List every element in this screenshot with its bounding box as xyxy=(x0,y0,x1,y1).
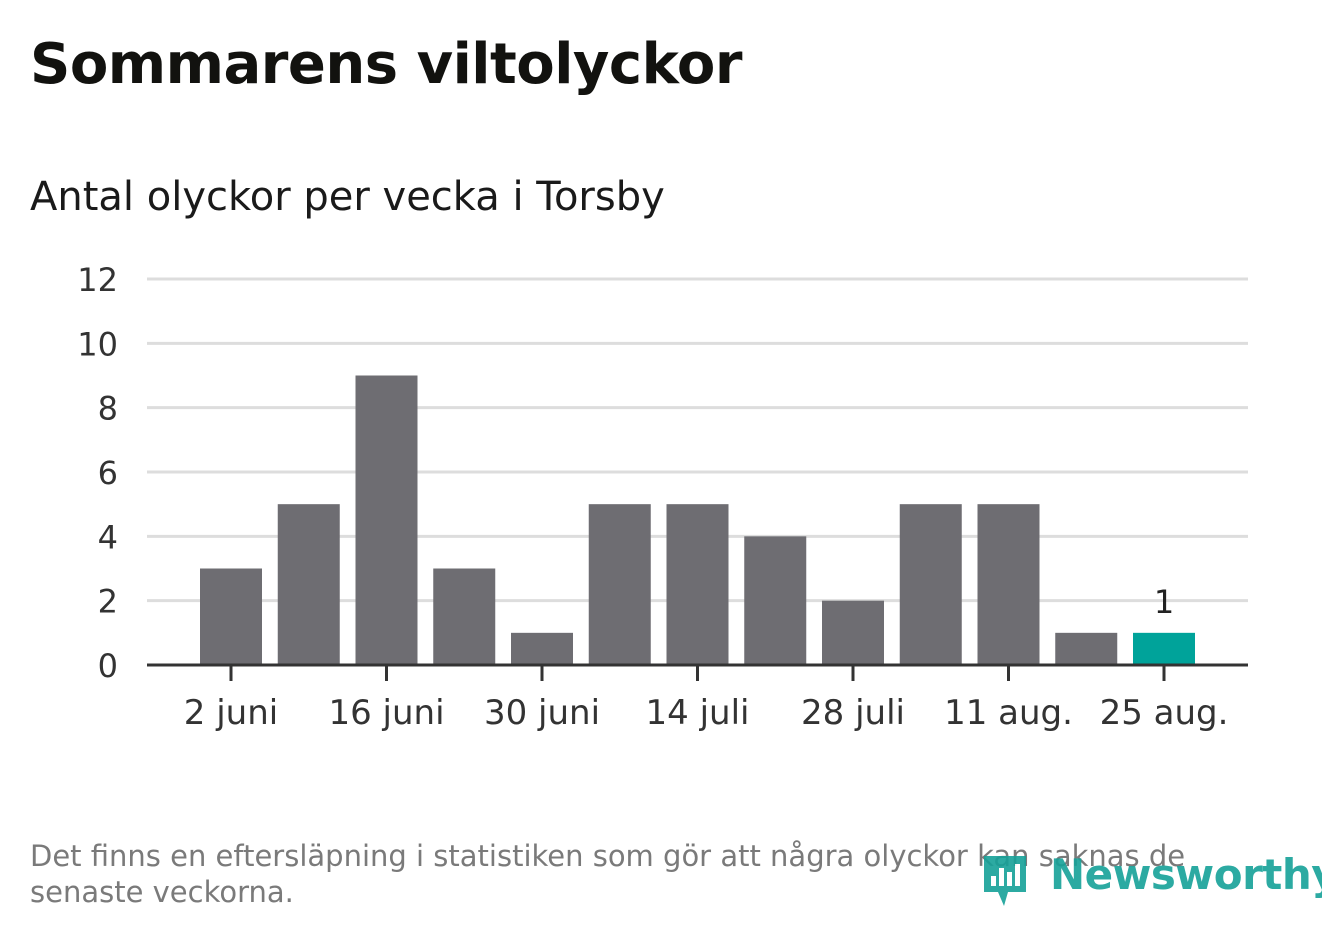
y-axis: 0 2 4 6 8 10 12 xyxy=(77,261,118,685)
x-tick-label: 11 aug. xyxy=(944,693,1073,733)
bar-13 xyxy=(1133,632,1195,665)
newsworthy-logo[interactable]: Newsworthy xyxy=(980,850,1322,912)
bar-6 xyxy=(588,504,651,665)
x-tick-label: 28 juli xyxy=(801,693,905,733)
y-tick-label: 10 xyxy=(77,325,118,363)
bar-5 xyxy=(511,632,573,665)
y-tick-label: 2 xyxy=(98,583,118,621)
x-tick-label: 30 juni xyxy=(484,693,600,733)
bar-chart: 0 2 4 6 8 10 12 2 juni 16 juni 30 juni 14 juli 28 … xyxy=(77,261,1248,733)
y-tick-label: 4 xyxy=(98,518,118,556)
x-tick-label: 2 juni xyxy=(184,693,278,733)
bar-10 xyxy=(899,504,962,665)
x-tick-label: 14 juli xyxy=(646,693,750,733)
bar-2 xyxy=(277,504,340,665)
y-tick-label: 0 xyxy=(98,647,118,685)
data-label: 1 xyxy=(1154,583,1174,621)
x-tick-label: 16 juni xyxy=(328,693,444,733)
bar-12 xyxy=(1055,632,1118,665)
bars xyxy=(200,375,1195,665)
bar-7 xyxy=(666,504,729,665)
y-tick-label: 12 xyxy=(77,261,118,299)
bar-11 xyxy=(977,504,1040,665)
bar-3 xyxy=(355,375,418,665)
logo-text: Newsworthy xyxy=(1050,850,1322,899)
bar-9 xyxy=(822,600,884,665)
data-labels: 1 xyxy=(1154,583,1174,621)
bar-8 xyxy=(744,536,807,665)
chart-subtitle: Antal olyckor per vecka i Torsby xyxy=(30,174,665,220)
newsworthy-logo-icon xyxy=(984,856,1026,906)
y-tick-label: 8 xyxy=(98,390,118,428)
chart-title: Sommarens viltolyckor xyxy=(30,32,742,97)
bar-4 xyxy=(433,568,496,665)
x-axis: 2 juni 16 juni 30 juni 14 juli 28 juli 11 aug… xyxy=(147,663,1248,733)
y-tick-label: 6 xyxy=(98,454,118,492)
bar-1 xyxy=(200,568,262,665)
x-tick-label: 25 aug. xyxy=(1100,693,1229,733)
